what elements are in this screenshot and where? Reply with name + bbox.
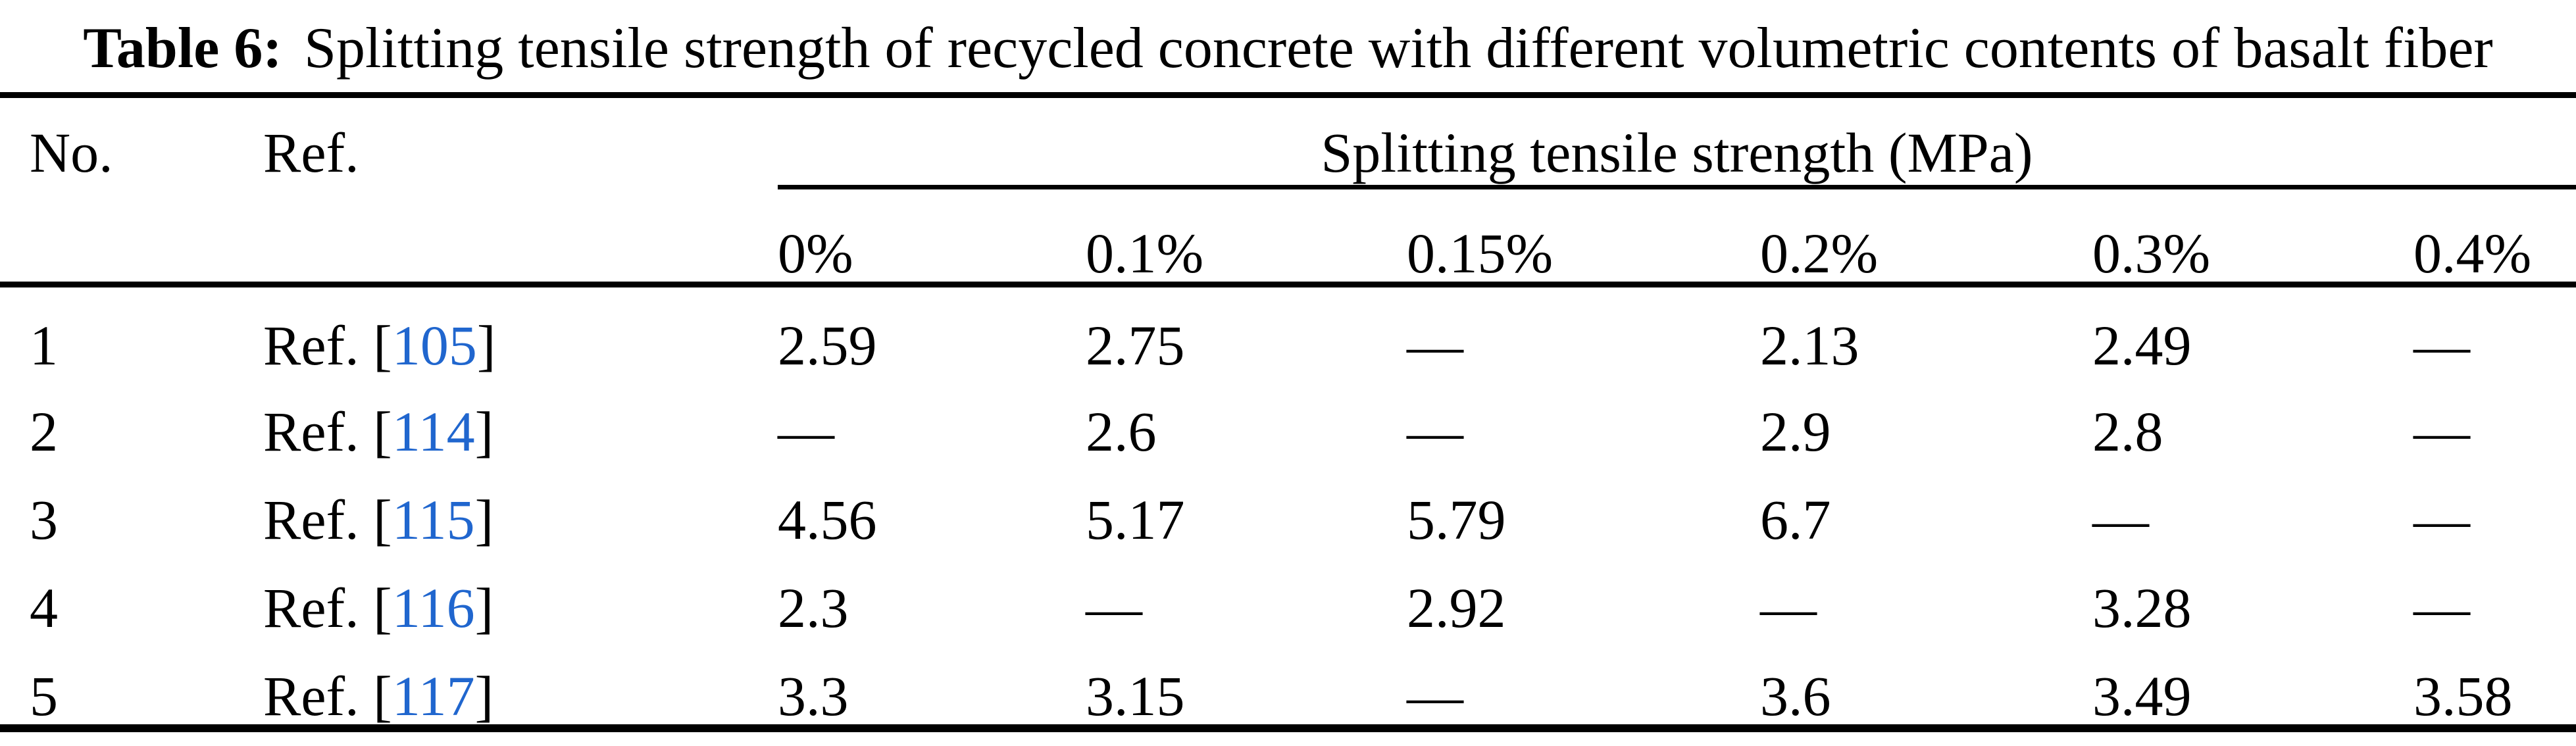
- value-cell: —: [2413, 488, 2470, 551]
- value-cell: 2.59: [778, 314, 877, 377]
- header-row-2: 0% 0.1% 0.15% 0.2% 0.3% 0.4%: [0, 187, 2576, 287]
- reference-cell: Ref. [116]: [263, 550, 778, 638]
- reference-prefix: Ref. [: [263, 576, 392, 639]
- value-cell: —: [1086, 576, 1142, 639]
- reference-suffix: ]: [474, 664, 494, 728]
- col-header-0-4pct: 0.4%: [2413, 187, 2576, 287]
- value-cell: —: [2092, 488, 2149, 551]
- row-number: 3: [30, 488, 58, 551]
- value-cell: —: [2413, 400, 2470, 463]
- value-cell: —: [2413, 576, 2470, 639]
- table-row: 2 Ref. [114] — 2.6 — 2.9 2.8 —: [0, 374, 2576, 462]
- value-cell: 5.17: [1086, 488, 1185, 551]
- value-cell: 2.75: [1086, 314, 1185, 377]
- reference-suffix: ]: [474, 488, 494, 551]
- reference-suffix: ]: [476, 314, 496, 377]
- value-cell: —: [1407, 664, 1463, 728]
- col-header-no: No.: [0, 95, 263, 287]
- row-number: 2: [30, 400, 58, 463]
- citation-link[interactable]: 117: [391, 664, 475, 728]
- value-cell: 2.3: [778, 576, 849, 639]
- value-cell: 6.7: [1760, 488, 1831, 551]
- value-cell: 2.6: [1086, 400, 1157, 463]
- value-cell: 2.13: [1760, 314, 1859, 377]
- citation-link[interactable]: 116: [391, 576, 475, 639]
- value-cell: —: [1407, 314, 1463, 377]
- splitting-tensile-strength-table: No. Ref. Splitting tensile strength (MPa…: [0, 92, 2576, 732]
- table-caption-label: Table 6:: [83, 16, 282, 80]
- value-cell: 3.3: [778, 664, 849, 728]
- value-cell: 2.8: [2092, 400, 2163, 463]
- value-cell: 3.15: [1086, 664, 1185, 728]
- col-header-0pct: 0%: [778, 187, 1086, 287]
- table-row: 4 Ref. [116] 2.3 — 2.92 — 3.28 —: [0, 550, 2576, 638]
- value-cell: —: [1760, 576, 1817, 639]
- col-header-ref: Ref.: [263, 95, 778, 287]
- value-cell: 2.9: [1760, 400, 1831, 463]
- value-cell: 2.49: [2092, 314, 2192, 377]
- table-row: 3 Ref. [115] 4.56 5.17 5.79 6.7 — —: [0, 462, 2576, 550]
- header-row-1: No. Ref. Splitting tensile strength (MPa…: [0, 95, 2576, 287]
- table-row: 1 Ref. [105] 2.59 2.75 — 2.13 2.49 —: [0, 285, 2576, 374]
- citation-link[interactable]: 115: [391, 488, 475, 551]
- value-cell: 3.49: [2092, 664, 2192, 728]
- reference-suffix: ]: [474, 400, 494, 463]
- col-header-group-splitting-tensile-strength: Splitting tensile strength (MPa): [778, 95, 2576, 189]
- reference-prefix: Ref. [: [263, 488, 392, 551]
- table-caption-text: Splitting tensile strength of recycled c…: [304, 16, 2493, 80]
- value-cell: 2.92: [1407, 576, 1506, 639]
- row-number: 4: [30, 576, 58, 639]
- reference-cell: Ref. [115]: [263, 462, 778, 550]
- reference-cell: Ref. [114]: [263, 374, 778, 462]
- value-cell: 5.79: [1407, 488, 1506, 551]
- reference-suffix: ]: [474, 576, 494, 639]
- reference-prefix: Ref. [: [263, 400, 392, 463]
- reference-prefix: Ref. [: [263, 314, 392, 377]
- citation-link[interactable]: 114: [391, 400, 475, 463]
- col-header-0-1pct: 0.1%: [1086, 187, 1407, 287]
- value-cell: —: [2413, 314, 2470, 377]
- col-header-0-2pct: 0.2%: [1760, 187, 2092, 287]
- col-header-0-3pct: 0.3%: [2092, 187, 2413, 287]
- value-cell: —: [778, 400, 834, 463]
- value-cell: 3.58: [2413, 664, 2513, 728]
- col-header-0-15pct: 0.15%: [1407, 187, 1760, 287]
- reference-cell: Ref. [105]: [263, 285, 778, 374]
- reference-cell: Ref. [117]: [263, 638, 778, 728]
- citation-link[interactable]: 105: [391, 314, 477, 377]
- row-number: 1: [30, 314, 58, 377]
- table-caption: Table 6: Splitting tensile strength of re…: [0, 0, 2576, 92]
- value-cell: 4.56: [778, 488, 877, 551]
- value-cell: 3.6: [1760, 664, 1831, 728]
- value-cell: 3.28: [2092, 576, 2192, 639]
- value-cell: —: [1407, 400, 1463, 463]
- reference-prefix: Ref. [: [263, 664, 392, 728]
- row-number: 5: [30, 664, 58, 728]
- table-row: 5 Ref. [117] 3.3 3.15 — 3.6 3.49 3.58: [0, 638, 2576, 728]
